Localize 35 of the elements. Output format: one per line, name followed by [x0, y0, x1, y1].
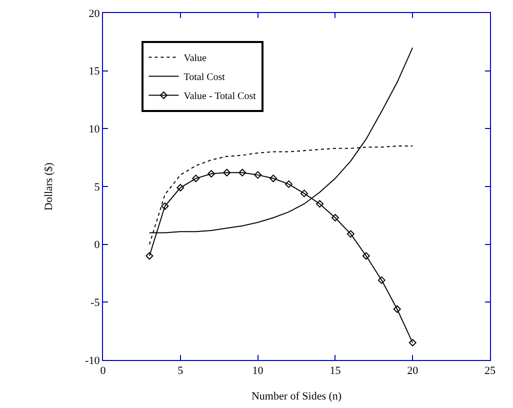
point	[300, 190, 308, 198]
y-tick-label: 15	[88, 66, 100, 78]
x-tick-label: 20	[407, 365, 419, 378]
point	[316, 200, 324, 208]
point	[176, 184, 184, 192]
y-tick-label: 10	[88, 124, 100, 136]
point	[270, 174, 278, 182]
y-tick-label: 0	[94, 239, 100, 252]
point	[208, 170, 216, 178]
x-axis-title: Number of Sides (n)	[251, 390, 342, 402]
x-tick-label: 15	[330, 365, 342, 378]
point	[223, 168, 231, 176]
point	[192, 174, 200, 182]
x-tick-label: 5	[178, 365, 184, 378]
y-tick-label: -5	[90, 297, 100, 310]
y-tick-label: -10	[85, 354, 100, 367]
point	[378, 276, 386, 284]
legend-label: Value - Total Cost	[184, 91, 256, 102]
x-tick-label: 10	[252, 365, 264, 378]
legend-label: Total Cost	[184, 72, 226, 84]
point	[362, 252, 370, 260]
point	[254, 171, 262, 179]
y-axis-title: Dollars ($)	[42, 162, 55, 210]
point	[393, 305, 401, 313]
point	[331, 214, 339, 222]
point	[408, 338, 416, 346]
y-tick-label: 5	[94, 181, 100, 194]
point	[285, 180, 293, 188]
legend-label: Value	[184, 53, 208, 64]
point	[346, 230, 354, 238]
point	[238, 168, 246, 176]
point	[161, 202, 169, 210]
y-tick-label: 20	[88, 8, 100, 20]
x-tick-label: 25	[484, 365, 496, 378]
point	[146, 252, 154, 260]
